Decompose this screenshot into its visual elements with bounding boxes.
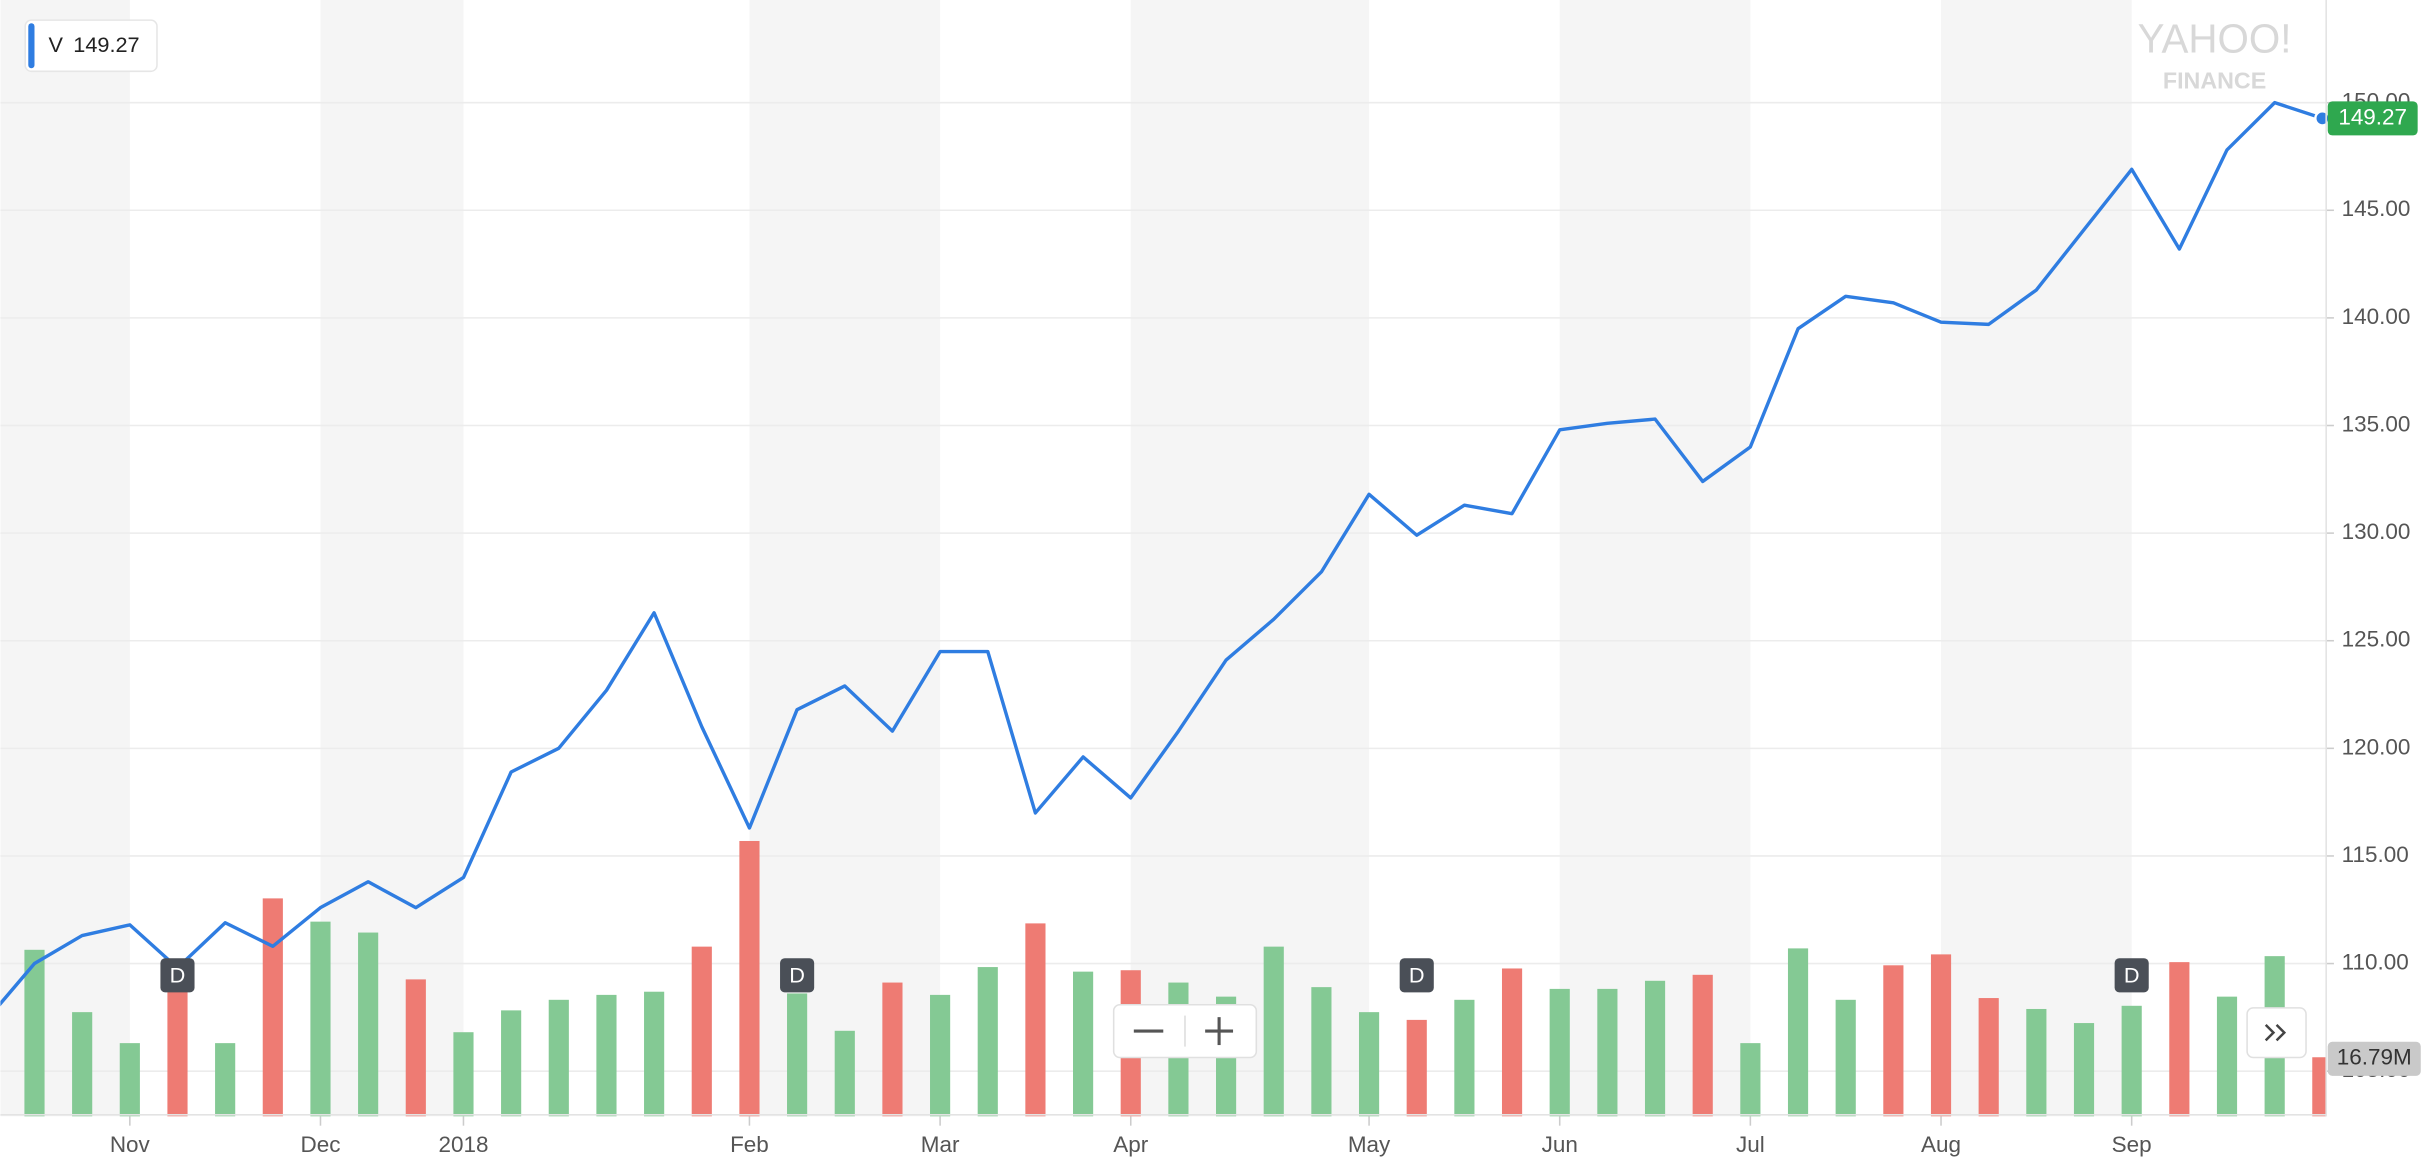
volume-bar bbox=[119, 1043, 140, 1117]
legend-box bbox=[24, 19, 158, 73]
volume-bar bbox=[2216, 996, 2238, 1117]
volume-bar bbox=[548, 999, 569, 1117]
legend-swatch bbox=[28, 23, 35, 69]
price-badge bbox=[2327, 101, 2418, 136]
event-marker bbox=[2114, 958, 2149, 993]
volume-bar bbox=[1025, 923, 1046, 1117]
scroll-icon bbox=[2264, 1024, 2287, 1042]
x-tick-label: Aug bbox=[1921, 1132, 1961, 1157]
volume-bar bbox=[310, 921, 331, 1117]
x-tick-label: Feb bbox=[730, 1132, 769, 1157]
volume-bar bbox=[453, 1032, 474, 1117]
volume-bar bbox=[1597, 988, 1618, 1117]
event-marker bbox=[160, 958, 195, 993]
price-line bbox=[0, 100, 2323, 1007]
volume-bar bbox=[215, 1043, 236, 1117]
volume-bar bbox=[1549, 988, 1570, 1117]
volume-bar bbox=[1740, 1043, 1761, 1117]
volume-bar bbox=[1787, 948, 1809, 1117]
volume-bar bbox=[1644, 980, 1666, 1117]
event-marker bbox=[780, 958, 815, 993]
x-tick-label: Mar bbox=[921, 1132, 960, 1157]
volume-bar bbox=[2121, 1005, 2142, 1117]
x-tick-label: 2018 bbox=[438, 1132, 488, 1157]
month-band bbox=[749, 0, 941, 1117]
volume-bar bbox=[1311, 987, 1332, 1117]
volume-bar bbox=[1883, 965, 1904, 1117]
volume-badge-label: 16.79M bbox=[2337, 1045, 2412, 1070]
scroll-button[interactable] bbox=[2246, 1007, 2307, 1059]
volume-bar bbox=[2312, 1057, 2327, 1117]
event-label: D bbox=[1409, 963, 1425, 988]
volume-bar bbox=[882, 982, 903, 1117]
event-label: D bbox=[789, 963, 805, 988]
month-band bbox=[1941, 0, 2132, 1117]
month-band bbox=[1130, 0, 1370, 1117]
y-tick-label: 130.00 bbox=[2342, 519, 2411, 544]
last-point bbox=[2314, 110, 2331, 127]
volume-bar bbox=[739, 840, 760, 1117]
y-tick-label: 115.00 bbox=[2342, 842, 2409, 867]
volume-bar bbox=[358, 932, 379, 1117]
x-tick-label: Apr bbox=[1113, 1132, 1148, 1157]
month-band bbox=[320, 0, 464, 1117]
volume-badge bbox=[2327, 1041, 2421, 1076]
volume-bar bbox=[2073, 1023, 2095, 1117]
volume-bar bbox=[691, 946, 712, 1117]
x-tick-label: Jun bbox=[1542, 1132, 1578, 1157]
watermark: YAHOO! bbox=[2138, 17, 2292, 62]
volume-bar bbox=[72, 1012, 93, 1117]
legend-value: 149.27 bbox=[73, 32, 139, 57]
volume-bar bbox=[501, 1010, 522, 1117]
volume-bar bbox=[787, 993, 808, 1117]
y-tick-label: 125.00 bbox=[2342, 627, 2411, 652]
volume-bar bbox=[1073, 971, 1094, 1117]
x-tick-label: Sep bbox=[2112, 1132, 2152, 1157]
y-tick-label: 135.00 bbox=[2342, 411, 2411, 436]
x-tick-label: Jul bbox=[1736, 1132, 1765, 1157]
y-tick-label: 140.00 bbox=[2342, 304, 2411, 329]
x-tick-label: Nov bbox=[110, 1132, 151, 1157]
x-tick-label: Dec bbox=[300, 1132, 340, 1157]
volume-bar bbox=[1692, 974, 1713, 1117]
scroll-box[interactable] bbox=[2246, 1007, 2307, 1059]
volume-bar bbox=[2026, 1008, 2047, 1117]
watermark: FINANCE bbox=[2163, 67, 2266, 93]
y-tick-label: 120.00 bbox=[2342, 734, 2411, 759]
volume-bar bbox=[596, 994, 617, 1117]
volume-bar bbox=[930, 994, 951, 1117]
y-tick-label: 145.00 bbox=[2342, 196, 2411, 221]
volume-bar bbox=[1930, 954, 1952, 1117]
legend-ticker: V bbox=[48, 32, 63, 57]
event-marker bbox=[1399, 958, 1434, 993]
x-tick-label: May bbox=[1348, 1132, 1391, 1157]
month-band bbox=[0, 0, 130, 1117]
volume-bar bbox=[2169, 962, 2190, 1117]
month-band bbox=[1559, 0, 1751, 1117]
y-tick-label: 110.00 bbox=[2342, 950, 2409, 975]
price-badge-label: 149.27 bbox=[2338, 104, 2407, 129]
volume-bar bbox=[834, 1030, 855, 1117]
volume-bar bbox=[1454, 999, 1475, 1117]
legend-tag: V 149.27 bbox=[24, 19, 158, 73]
volume-bar bbox=[1358, 1012, 1380, 1117]
zoom-controls[interactable] bbox=[1112, 1003, 1258, 1059]
volume-bar bbox=[24, 949, 45, 1117]
volume-bar bbox=[1263, 946, 1284, 1117]
event-label: D bbox=[170, 963, 186, 988]
volume-bar bbox=[977, 967, 998, 1117]
volume-bar bbox=[1978, 998, 1999, 1117]
volume-bar bbox=[262, 898, 283, 1117]
volume-bar bbox=[1406, 1019, 1427, 1117]
event-label: D bbox=[2124, 963, 2140, 988]
volume-bar bbox=[1835, 999, 1856, 1117]
volume-bar bbox=[405, 979, 426, 1117]
volume-bar bbox=[1501, 968, 1523, 1117]
volume-bar bbox=[644, 991, 665, 1117]
volume-bar bbox=[167, 990, 188, 1117]
